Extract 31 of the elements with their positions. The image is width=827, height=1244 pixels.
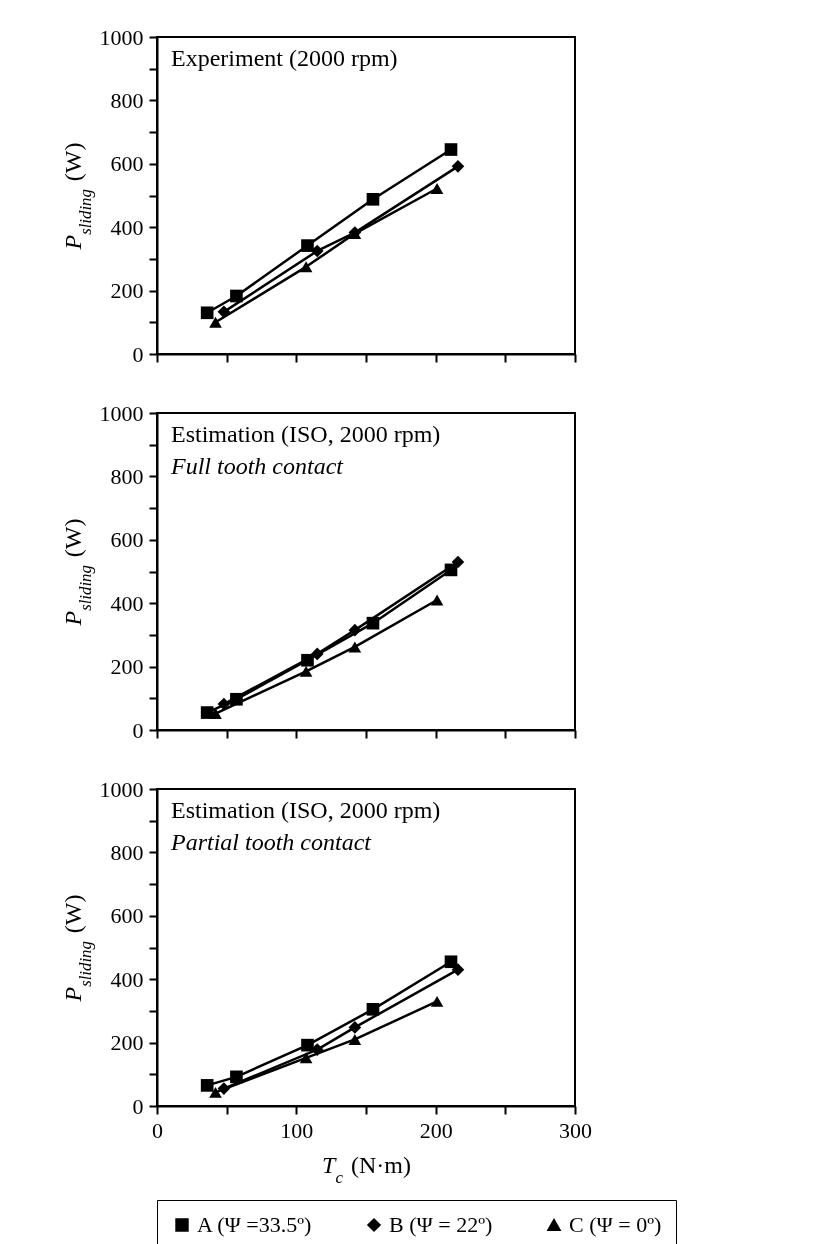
legend-label: A (Ψ =33.5º) — [197, 1212, 312, 1237]
x-axis-title: T$_{c}$ (N·m) — [322, 1151, 411, 1186]
y-tick-label: 600 — [110, 151, 144, 177]
x-tick-label: 100 — [280, 1117, 314, 1143]
y-tick-label: 400 — [110, 590, 144, 616]
legend-label: B (Ψ = 22º) — [389, 1212, 493, 1237]
legend-label: C (Ψ = 0º) — [569, 1212, 662, 1237]
x-tick-label: 300 — [559, 1117, 592, 1143]
text: Full tooth contact — [170, 453, 345, 479]
y-tick-label: 200 — [110, 654, 144, 680]
x-tick-label: 0 — [152, 1117, 163, 1143]
chart-title: Estimation (ISO, 2000 rpm) — [171, 797, 441, 823]
y-tick-label: 800 — [110, 87, 144, 113]
text: Partial tooth contact — [170, 829, 373, 855]
chart-title: Estimation (ISO, 2000 rpm) — [171, 421, 441, 447]
y-tick-label: 200 — [110, 1030, 144, 1056]
y-tick-label: 0 — [132, 717, 144, 743]
y-tick-label: 800 — [110, 463, 144, 489]
y-tick-label: 200 — [110, 278, 144, 304]
chart-title: Experiment (2000 rpm) — [171, 45, 398, 71]
y-tick-label: 600 — [110, 527, 144, 553]
y-tick-label: 600 — [110, 903, 144, 929]
y-tick-label: 0 — [132, 341, 144, 367]
y-tick-label: 400 — [110, 214, 144, 240]
y-tick-label: 1000 — [99, 400, 144, 426]
x-tick-label: 200 — [419, 1117, 453, 1143]
y-tick-label: 0 — [132, 1093, 144, 1119]
y-tick-label: 1000 — [99, 776, 144, 802]
y-tick-label: 800 — [110, 839, 144, 865]
y-tick-label: 1000 — [99, 24, 144, 50]
y-tick-label: 400 — [110, 966, 144, 992]
